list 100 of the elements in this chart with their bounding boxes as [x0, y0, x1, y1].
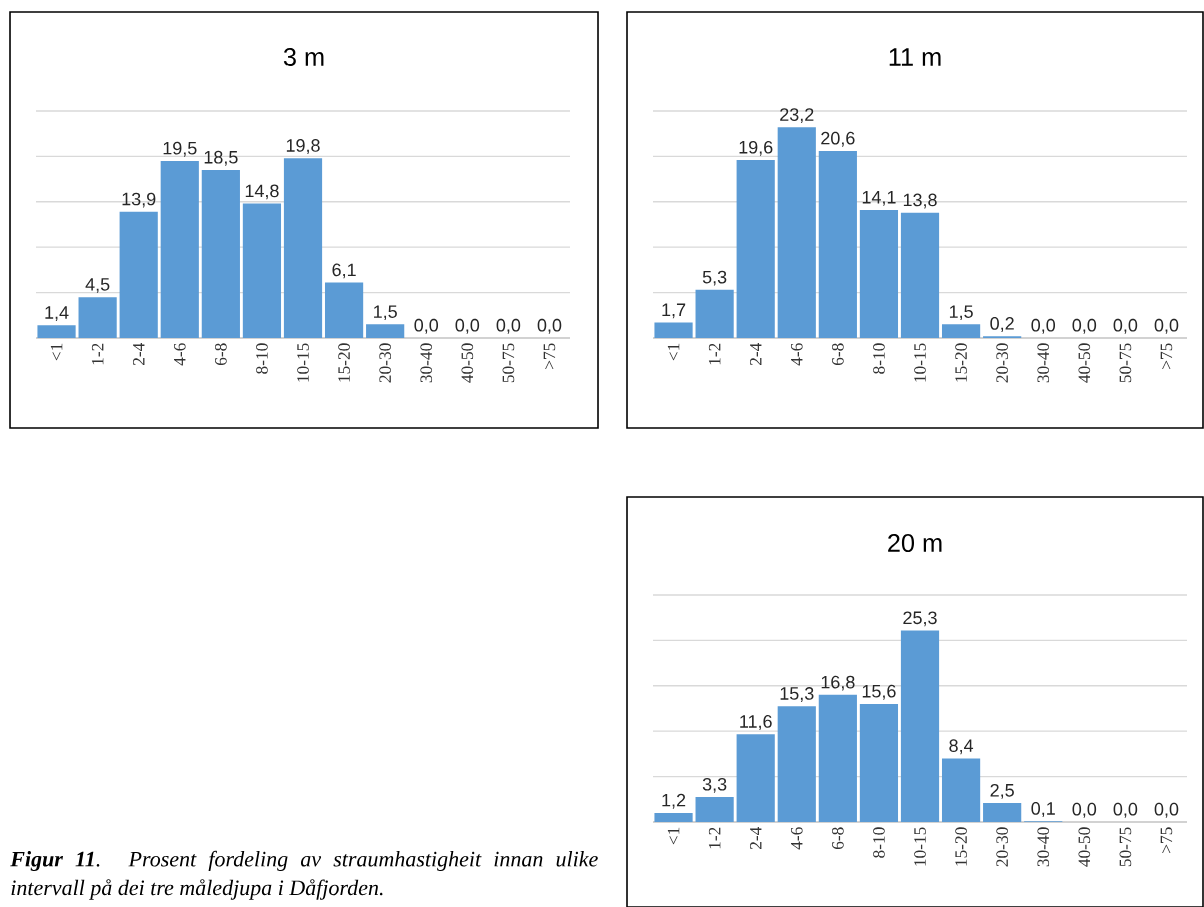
bar: [283, 158, 323, 338]
bar: [695, 289, 734, 338]
x-tick-label: 30-40: [1037, 343, 1050, 383]
x-tick-label: 8-10: [873, 827, 885, 858]
data-label: 15,6: [862, 684, 896, 700]
data-label: 14,8: [245, 184, 279, 200]
x-tick-label: <1: [50, 343, 63, 361]
data-label: 6,1: [332, 263, 356, 279]
data-label: 1,5: [949, 305, 973, 321]
x-tick-label: 50-75: [502, 343, 515, 383]
x-tick-label: <1: [667, 343, 680, 361]
x-tick-label: 30-40: [1037, 827, 1050, 867]
bar: [900, 212, 940, 338]
data-label: 14,1: [862, 191, 896, 206]
bar: [242, 203, 282, 338]
bar: [160, 160, 199, 338]
bar: [900, 630, 940, 822]
bar: [859, 209, 899, 338]
x-tick-label: 6-8: [215, 343, 227, 366]
x-tick-label: 2-4: [132, 342, 145, 366]
data-label: 1,7: [662, 303, 686, 319]
x-tick-label: 4-6: [790, 343, 803, 366]
x-tick-label: >75: [1160, 343, 1173, 369]
bar: [119, 211, 158, 338]
data-label: 19,8: [286, 139, 320, 154]
data-label: 13,9: [122, 192, 156, 208]
data-label: 1,5: [374, 305, 397, 321]
x-tick-label: <1: [667, 827, 680, 845]
x-tick-label: 20-30: [996, 827, 1008, 867]
x-tick-label: 6-8: [832, 343, 844, 366]
x-tick-label: 10-15: [914, 343, 926, 382]
data-label: 1,4: [45, 306, 69, 322]
x-tick-label: >75: [1160, 827, 1173, 853]
x-tick-label: 40-50: [1078, 827, 1091, 867]
data-label: 1,2: [662, 793, 686, 809]
bar: [818, 150, 857, 338]
bar: [324, 282, 364, 338]
data-label: 13,8: [903, 193, 937, 209]
data-label: 0,0: [1072, 318, 1097, 334]
x-tick-label: 4-6: [173, 343, 186, 366]
bar: [941, 758, 981, 822]
x-tick-label: 4-6: [790, 827, 803, 850]
x-tick-label: 1-2: [91, 343, 104, 365]
bar: [366, 324, 405, 338]
x-tick-label: 8-10: [873, 343, 885, 374]
data-label: 0,0: [1031, 318, 1056, 334]
data-label: 0,0: [1072, 802, 1097, 818]
x-tick-label: >75: [543, 343, 556, 369]
data-label: 18,5: [204, 150, 238, 166]
bar: [983, 803, 1022, 822]
bar: [201, 170, 240, 338]
x-tick-label: 10-15: [914, 827, 926, 866]
bar: [736, 160, 775, 338]
x-tick-label: 15-20: [955, 343, 967, 382]
text: Figur 11. Prosent fordeling av straumhastigheit innan ulike intervall på dei tre måledjupa i Dåfjorden.: [10, 850, 598, 900]
data-label: 23,2: [780, 108, 814, 124]
chart-title: 3 m: [283, 48, 324, 66]
data-label: 0,0: [455, 318, 480, 334]
x-tick-label: 50-75: [1119, 343, 1132, 383]
data-label: 4,5: [85, 278, 110, 293]
chart-title: 11 m: [889, 48, 941, 66]
data-label: 3,3: [702, 777, 727, 793]
bar: [695, 797, 734, 822]
x-tick-label: 6-8: [832, 827, 844, 850]
x-tick-label: 10-15: [297, 343, 309, 382]
x-tick-label: 8-10: [256, 343, 268, 374]
data-label: 0,0: [1154, 802, 1179, 818]
data-label: 16,8: [821, 675, 855, 691]
data-label: 25,3: [903, 611, 937, 627]
chart-title: 20 m: [888, 534, 942, 552]
data-label: 5,3: [702, 270, 727, 286]
x-tick-label: 1-2: [708, 343, 721, 365]
data-label: 0,1: [1031, 802, 1055, 817]
data-label: 0,0: [1113, 802, 1138, 818]
x-tick-label: 50-75: [1119, 827, 1132, 867]
data-label: 0,2: [990, 317, 1014, 332]
data-label: 11,6: [740, 715, 772, 730]
bar: [78, 297, 117, 338]
x-tick-label: 40-50: [461, 343, 474, 383]
bar: [777, 706, 816, 822]
x-tick-label: 2-4: [749, 342, 762, 366]
bar: [941, 324, 981, 338]
data-label: 20,6: [821, 131, 855, 147]
x-tick-label: 15-20: [955, 827, 967, 866]
bar: [859, 703, 899, 822]
x-tick-label: 30-40: [420, 343, 433, 383]
data-label: 0,0: [537, 318, 562, 334]
data-label: 0,0: [414, 318, 439, 334]
bar: [654, 322, 693, 338]
data-label: 8,4: [949, 739, 974, 755]
bar: [736, 734, 775, 822]
x-tick-label: 2-4: [749, 826, 762, 850]
x-tick-label: 40-50: [1078, 343, 1091, 383]
data-label: 0,0: [496, 318, 521, 334]
data-label: 19,5: [163, 141, 197, 157]
data-label: 19,6: [739, 140, 773, 156]
x-tick-label: 20-30: [996, 343, 1008, 383]
bar: [37, 325, 76, 338]
x-tick-label: 15-20: [338, 343, 350, 382]
x-tick-label: 1-2: [708, 827, 721, 849]
